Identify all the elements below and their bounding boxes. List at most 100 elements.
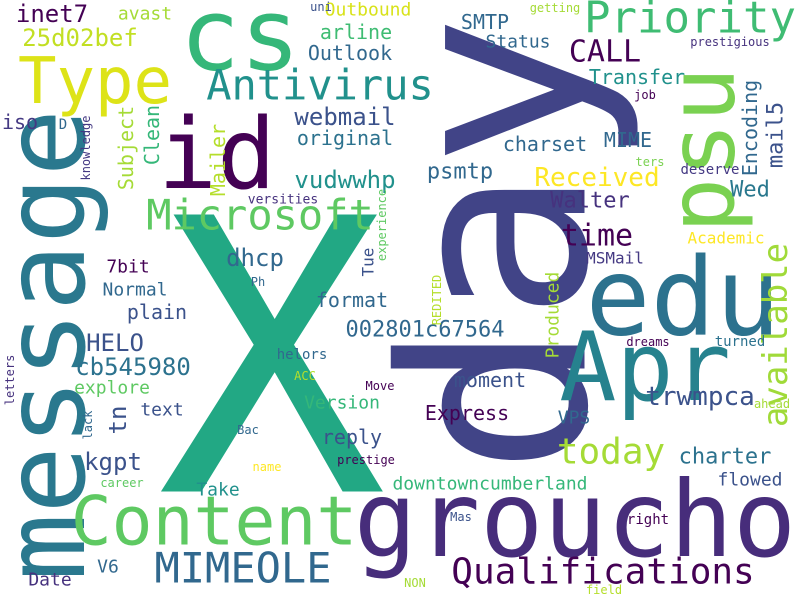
- word: groucho: [354, 459, 797, 581]
- word: prestigious: [690, 35, 769, 49]
- word: Walter: [550, 189, 629, 214]
- word: tn: [104, 406, 132, 435]
- word: Content: [71, 483, 358, 562]
- word: inet7: [16, 0, 88, 28]
- word: helors: [277, 347, 328, 363]
- word: right: [627, 512, 669, 528]
- word: turned: [715, 334, 766, 350]
- word: D: [59, 117, 67, 133]
- word: ahead: [754, 397, 790, 411]
- word: Take: [196, 480, 239, 501]
- word: Outlook: [308, 41, 392, 65]
- word: Qualifications: [451, 552, 754, 593]
- word: 002801c67564: [346, 318, 505, 343]
- word: CALL: [569, 35, 641, 70]
- word: getting: [530, 1, 581, 15]
- word: deserve: [680, 162, 739, 178]
- word: psu: [649, 67, 756, 233]
- word: id: [158, 98, 276, 212]
- word: psmtp: [427, 160, 493, 185]
- word: avast: [118, 4, 172, 25]
- word: 25d02bef: [22, 24, 138, 52]
- word: message: [0, 109, 111, 581]
- word: dreams: [626, 335, 669, 349]
- word: vudwwhp: [294, 166, 395, 194]
- word: available: [756, 243, 796, 427]
- word: downtowncumberland: [392, 474, 587, 495]
- word: iso: [2, 110, 38, 134]
- word: Microsoft: [146, 191, 374, 240]
- word: NON: [404, 576, 426, 590]
- word: format: [316, 288, 388, 312]
- word: cs: [180, 0, 300, 94]
- word: experience: [375, 189, 389, 261]
- word: Received: [534, 163, 659, 193]
- word: cb545980: [75, 353, 191, 381]
- word: X: [158, 139, 387, 582]
- word: Encoding: [738, 80, 762, 176]
- word: Type: [18, 45, 172, 119]
- word: original: [297, 126, 393, 150]
- word: Move: [366, 379, 395, 393]
- word: text: [140, 400, 183, 421]
- word: versities: [248, 193, 318, 208]
- word: knowledge: [79, 115, 93, 180]
- word: uni: [310, 0, 332, 14]
- word: VPS: [558, 408, 591, 429]
- word: Apr: [559, 313, 731, 423]
- word: MIMEOLE: [154, 544, 331, 593]
- word: Academic: [687, 229, 764, 248]
- word: Status: [485, 32, 550, 53]
- word: job: [634, 88, 656, 102]
- word: trwmpca: [645, 382, 755, 412]
- word: webmail: [294, 103, 395, 131]
- word: Produced: [543, 272, 564, 359]
- word: plain: [127, 300, 187, 324]
- word: REDITED: [430, 275, 444, 326]
- word: Tue: [359, 248, 378, 277]
- word: ters: [636, 155, 665, 169]
- word: Transfer: [589, 65, 685, 89]
- word: ACC: [294, 369, 316, 383]
- word: field: [586, 583, 622, 597]
- word: mail5: [764, 102, 789, 168]
- word: flowed: [717, 470, 782, 491]
- word: Wed: [730, 178, 770, 203]
- word: day: [349, 15, 646, 476]
- word: Bac: [237, 423, 259, 437]
- word: Outbound: [325, 0, 412, 21]
- word: name: [253, 460, 282, 474]
- word: 7bit: [106, 257, 149, 278]
- word: letters: [3, 355, 17, 406]
- word: SMTP: [461, 10, 509, 34]
- word: V6: [97, 557, 119, 578]
- word: moment: [454, 368, 526, 392]
- word: HELO: [86, 329, 144, 357]
- word: Ph: [251, 275, 265, 289]
- word: Normal: [102, 280, 167, 301]
- word: Subject: [114, 106, 138, 190]
- word: Priority: [584, 0, 796, 44]
- word: career: [100, 476, 143, 490]
- word: reply: [322, 425, 382, 449]
- word: Version: [304, 393, 380, 414]
- word: Date: [28, 570, 71, 591]
- word: explore: [74, 378, 150, 399]
- word: edu: [585, 236, 780, 361]
- word: Antivirus: [206, 61, 434, 110]
- word: arline: [320, 20, 392, 44]
- word: Express: [425, 401, 509, 425]
- word: time: [561, 219, 633, 254]
- word: charter: [679, 445, 772, 470]
- word: lack: [81, 410, 95, 440]
- word: kgpt: [84, 448, 142, 476]
- word: MSMail: [586, 249, 644, 268]
- word: dhcp: [226, 244, 284, 272]
- word: charset: [503, 132, 587, 156]
- word: today: [557, 432, 665, 473]
- word: prestige: [337, 453, 395, 467]
- word: Mailer: [206, 124, 230, 196]
